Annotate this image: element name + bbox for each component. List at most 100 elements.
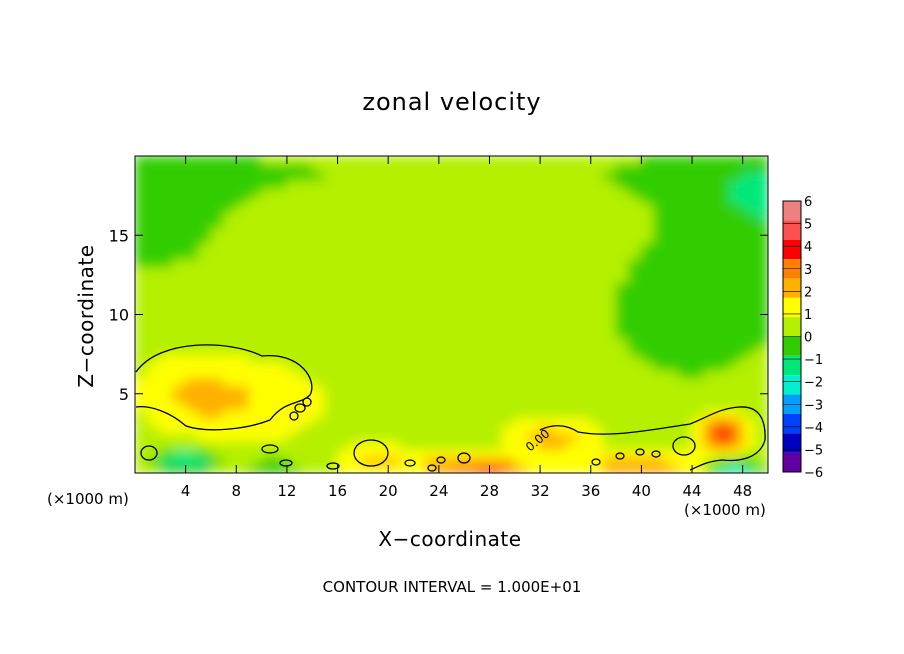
field-cell	[463, 329, 478, 339]
field-cell	[210, 250, 225, 260]
field-cell	[577, 195, 592, 205]
field-cell	[564, 218, 579, 228]
field-cell	[742, 432, 756, 442]
field-cell	[666, 424, 680, 434]
x-tick-label: 36	[581, 482, 600, 500]
field-cell	[602, 179, 617, 189]
field-cell	[362, 353, 377, 363]
field-cell	[337, 353, 351, 363]
field-cell	[514, 187, 528, 197]
field-cell	[501, 432, 516, 442]
field-cell	[210, 369, 225, 379]
field-cell	[501, 306, 516, 315]
field-cell	[729, 250, 744, 260]
field-cell	[235, 448, 250, 458]
field-cell	[413, 393, 427, 403]
field-cell	[235, 210, 250, 220]
field-cell	[590, 171, 604, 181]
field-cell	[716, 306, 731, 315]
field-cell	[476, 242, 490, 252]
field-cell	[311, 234, 326, 244]
field-cell	[514, 171, 528, 181]
field-cell	[311, 369, 326, 379]
field-cell	[704, 266, 718, 276]
field-cell	[653, 456, 668, 466]
field-cell	[463, 314, 478, 323]
field-cell	[400, 306, 415, 315]
field-cell	[223, 274, 237, 284]
field-cell	[197, 464, 212, 473]
field-cell	[438, 369, 452, 379]
field-cell	[552, 195, 566, 205]
field-cell	[362, 432, 377, 442]
field-cell	[185, 409, 199, 419]
velocity-field	[135, 156, 768, 473]
field-cell	[678, 179, 693, 189]
field-cell	[514, 290, 528, 300]
field-cell	[488, 195, 503, 205]
x-tick-label: 12	[277, 482, 296, 500]
field-cell	[451, 448, 465, 458]
field-cell	[678, 377, 693, 387]
field-cell	[476, 369, 490, 379]
field-cell	[299, 353, 313, 363]
field-cell	[135, 353, 149, 363]
field-cell	[691, 306, 706, 315]
field-cell	[248, 393, 263, 403]
colorbar-cell	[783, 452, 801, 472]
field-cell	[286, 258, 301, 268]
field-cell	[514, 417, 528, 426]
field-cell	[729, 345, 744, 355]
field-cell	[742, 385, 756, 395]
field-cell	[147, 171, 161, 181]
field-cell	[590, 369, 604, 379]
field-cell	[514, 401, 528, 411]
field-cell	[235, 314, 250, 323]
field-cell	[590, 210, 604, 220]
field-cell	[248, 401, 263, 411]
field-cell	[552, 464, 566, 473]
field-cell	[463, 234, 478, 244]
field-cell	[387, 432, 402, 442]
field-cell	[147, 210, 161, 220]
field-cell	[691, 417, 706, 426]
field-cell	[501, 361, 516, 371]
field-cell	[337, 242, 351, 252]
field-cell	[754, 210, 768, 220]
field-cell	[135, 298, 149, 308]
field-cell	[362, 385, 377, 395]
field-cell	[488, 393, 503, 403]
field-cell	[552, 163, 566, 173]
field-cell	[387, 448, 402, 458]
field-cell	[691, 203, 706, 212]
field-cell	[311, 456, 326, 466]
field-cell	[400, 258, 415, 268]
field-cell	[235, 171, 250, 181]
field-cell	[185, 234, 199, 244]
field-cell	[362, 377, 377, 387]
field-cell	[539, 385, 554, 395]
field-cell	[210, 187, 225, 197]
field-cell	[564, 171, 579, 181]
field-cell	[438, 306, 452, 315]
field-cell	[438, 345, 452, 355]
field-cell	[147, 298, 161, 308]
field-cell	[362, 298, 377, 308]
field-cell	[539, 163, 554, 173]
field-cell	[147, 337, 161, 347]
field-cell	[223, 329, 237, 339]
field-cell	[716, 369, 731, 379]
field-cell	[210, 282, 225, 292]
field-cell	[678, 393, 693, 403]
field-cell	[691, 377, 706, 387]
field-cell	[375, 234, 389, 244]
field-cell	[337, 274, 351, 284]
field-cell	[716, 337, 731, 347]
field-cell	[564, 203, 579, 212]
field-cell	[552, 282, 566, 292]
colorbar-label: 1	[804, 308, 812, 323]
field-cell	[678, 210, 693, 220]
field-cell	[413, 218, 427, 228]
field-cell	[716, 401, 731, 411]
field-cell	[273, 274, 288, 284]
